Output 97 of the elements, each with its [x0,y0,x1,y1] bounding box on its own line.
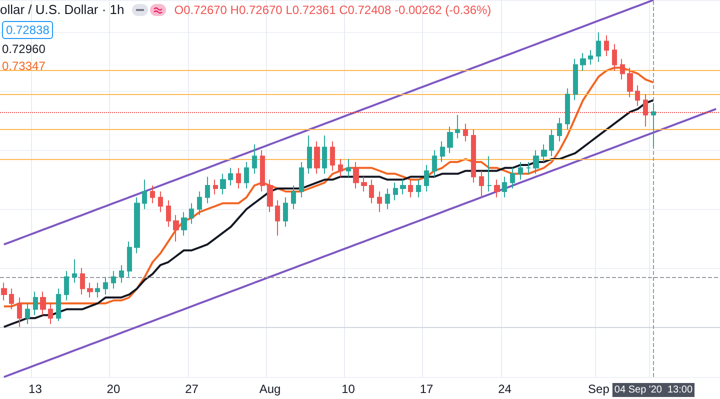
candlestick [103,276,108,296]
candlestick [393,182,398,201]
candlestick [119,264,124,284]
candlestick [400,179,406,195]
candlestick [424,164,429,192]
candlestick [25,302,30,324]
candlestick [33,291,38,316]
candlestick [627,67,633,98]
candlestick [166,200,171,228]
candlestick [455,114,460,139]
candlestick [1,282,7,301]
candlestick [56,288,61,322]
candlestick [244,161,249,189]
x-tick-label: 27 [185,382,199,396]
annotation: 0.73347 [2,59,46,73]
candlestick [189,202,194,224]
candlestick [236,167,241,189]
candlestick [80,268,85,296]
candlestick [299,161,304,198]
x-tick-label: 13 [28,382,42,396]
candlestick [260,150,265,192]
candlestick [463,123,468,142]
candlestick [127,241,132,278]
candlestick [353,161,359,189]
candlestick [432,150,437,178]
candlestick [557,117,562,142]
candlestick [228,167,233,186]
candlestick [369,179,374,204]
candlestick [541,144,547,162]
candlestick [518,161,523,180]
x-tick-label: 24 [498,382,512,396]
annotation: 0.72960 [2,42,46,56]
candlestick [588,50,593,66]
x-tick-label: 20 [106,382,120,396]
candlestick [510,167,515,189]
candlestick [134,196,140,254]
candlestick [48,302,53,324]
candlestick [17,296,22,328]
candlestick [565,88,570,130]
annotation: 0.72838 [2,21,54,39]
candlestick [64,270,69,301]
candlestick [40,291,46,316]
x-tick-label: Sep [588,382,610,396]
candlestick [494,179,500,198]
candlestick [111,270,116,290]
candlestick [604,34,609,56]
candlestick [252,144,257,174]
chart-title: ollar / U.S. Dollar · 1h [0,2,124,17]
candlestick [346,158,351,178]
candlestick [338,158,343,178]
candlestick [361,176,367,192]
candlestick [479,170,484,198]
candlestick [173,214,179,242]
x-tick-label: 10 [342,382,356,396]
candlestick [213,179,218,195]
candlestick [651,102,656,148]
candlestick [377,190,382,213]
candlestick [596,32,601,62]
candlestick [440,140,445,162]
candlestick [620,58,625,80]
candlestick [275,200,280,236]
candlestick [549,129,554,157]
candlestick [385,188,390,210]
candlestick [87,282,93,298]
x-tick-label: 17 [420,382,434,396]
candlestick [197,190,202,216]
candlestick [533,150,539,174]
x-tick-label: 04 Sep '20 13:00 [614,384,693,396]
candlestick [181,212,187,236]
candlestick [502,176,507,198]
x-tick-label: Aug [259,382,281,396]
candlestick [408,179,413,198]
candlestick [526,161,531,174]
chart-subtitle: O0.72670 H0.72670 L0.72361 C0.72408 -0.00262 (-0.36%) [174,2,492,16]
candlestick [314,140,320,174]
candlestick [322,134,327,174]
candlestick [471,129,476,184]
candlestick [205,176,210,204]
candlestick [150,185,155,204]
candlestick [447,126,453,154]
candlestick [330,140,335,172]
candlestick [573,58,578,101]
candlestick [72,258,77,284]
candlestick [416,179,421,198]
candlestick [307,134,312,174]
candlestick [95,282,100,298]
candlestick [580,52,586,72]
candlestick [267,179,273,213]
candlestick [635,84,640,107]
candlestick [487,156,492,192]
candlestick [291,185,296,210]
candlestick [142,179,147,210]
candlestick [220,173,226,195]
candlestick [612,44,617,72]
candlestick [158,190,163,213]
candlestick [9,288,14,310]
candlestick [283,196,288,228]
